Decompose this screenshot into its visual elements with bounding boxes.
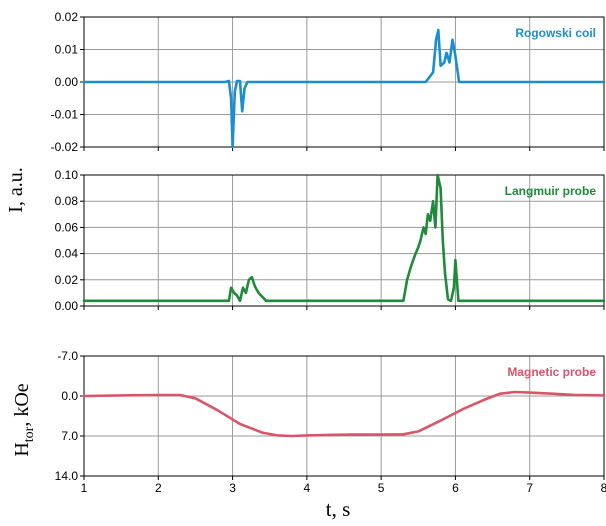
y-axis-label-magnetic: Htor, kOe (11, 383, 37, 456)
y-tick-label: 0.08 (55, 194, 79, 208)
y-tick-label: 0.06 (55, 220, 79, 234)
x-tick-label: 3 (229, 481, 236, 495)
y-tick-label: -0.02 (51, 140, 79, 154)
panel-frame (83, 174, 605, 307)
y-tick-label: 0.00 (55, 75, 79, 89)
y-tick-label: 0.02 (55, 273, 79, 287)
y-tick-label: 0.01 (55, 43, 79, 57)
series-label: Rogowski coil (515, 26, 596, 40)
y-tick-label: 0.0 (61, 389, 78, 403)
panel-3: -7.0 0.0 7.0 14.0 Magnetic probe (55, 349, 606, 483)
y-tick-label: -7.0 (57, 349, 78, 363)
x-tick-label: 6 (452, 481, 459, 495)
ylabel-rest: , kOe (11, 383, 33, 426)
y-tick-label: 0.04 (55, 247, 79, 261)
y-tick-label: 7.0 (61, 429, 78, 443)
x-tick-label: 7 (526, 481, 533, 495)
ylabel-sub: tor (22, 426, 37, 442)
y-tick-label: 0.00 (55, 299, 79, 313)
series-line (82, 28, 606, 149)
panel-1: 0.02 0.01 0.00 -0.01 -0.02 Rogowski coil (51, 10, 606, 154)
series-label: Langmuir probe (505, 184, 597, 198)
panel-frame (83, 355, 605, 477)
y-tick-label: 0.02 (55, 10, 79, 24)
series-line (82, 390, 606, 438)
y-tick-label: 14.0 (55, 469, 79, 483)
y-tick-label: -0.01 (51, 108, 79, 122)
ylabel-h: H (11, 442, 33, 456)
x-tick-label: 5 (378, 481, 385, 495)
x-tick-label: 1 (81, 481, 88, 495)
series-line (82, 173, 606, 303)
y-tick-label: 0.10 (55, 168, 79, 182)
panel-2: 0.10 0.08 0.06 0.04 0.02 0.00 Langmuir probe (55, 168, 606, 313)
x-tick-label: 2 (155, 481, 162, 495)
x-axis-label: t, s (326, 497, 351, 521)
series-label: Magnetic probe (507, 365, 596, 379)
x-tick-label: 8 (601, 481, 606, 495)
x-tick-label: 4 (304, 481, 311, 495)
y-axis-label-current: I, a.u. (5, 167, 27, 213)
